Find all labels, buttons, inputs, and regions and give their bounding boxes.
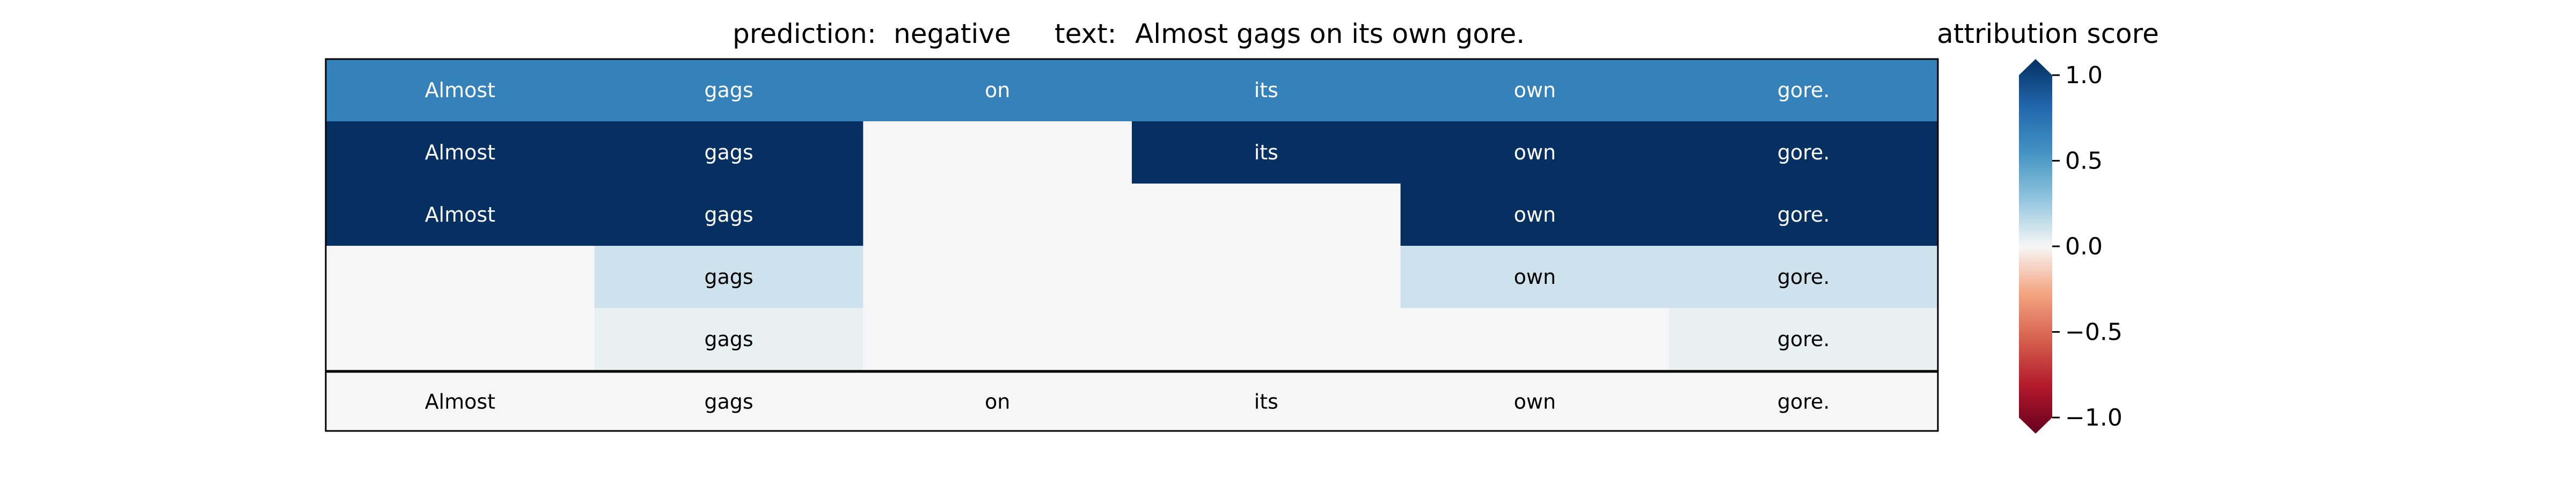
heatmap-cell-r4-c3 xyxy=(1132,308,1401,371)
heatmap-cell-label-r1-c3: its xyxy=(1254,141,1278,164)
heatmap-cell-r3-c5 xyxy=(1669,246,1938,309)
heatmap-cell-r3-c1 xyxy=(594,246,863,309)
heatmap-cell-r0-c2 xyxy=(863,59,1132,122)
colorbar-gradient xyxy=(2019,59,2052,434)
prediction-label: prediction: xyxy=(733,18,876,49)
heatmap-cell-r4-c1 xyxy=(594,308,863,371)
heatmap-cell-label-r0-c5: gore. xyxy=(1777,78,1830,102)
heatmap-cell-label-r3-c1: gags xyxy=(704,265,753,289)
text-label: text: xyxy=(1055,18,1117,49)
heatmap-cell-r3-c2 xyxy=(863,246,1132,309)
heatmap-cell-r2-c5 xyxy=(1669,184,1938,246)
heatmap-cell-r0-c0 xyxy=(326,59,595,122)
text-value: Almost gags on its own gore. xyxy=(1135,18,1525,49)
heatmap-cell-r1-c4 xyxy=(1400,121,1670,184)
heatmap-cell-r4-c4 xyxy=(1400,308,1670,371)
heatmap-cell-r0-c5 xyxy=(1669,59,1938,122)
heatmap-cell-r4-c2 xyxy=(863,308,1132,371)
colorbar-tick-label-3: −0.5 xyxy=(2065,319,2123,346)
heatmap-cell-label-r3-c5: gore. xyxy=(1777,265,1830,289)
heatmap-cell-label-r3-c4: own xyxy=(1514,265,1556,289)
reference-cell-label-c4: own xyxy=(1514,390,1556,414)
heatmap-cell-r1-c1 xyxy=(594,121,863,184)
colorbar-title: attribution score xyxy=(1937,18,2159,49)
reference-cell-c4 xyxy=(1400,371,1670,431)
heatmap-cell-r2-c1 xyxy=(594,184,863,246)
reference-cell-c0 xyxy=(326,371,595,431)
reference-cell-label-c3: its xyxy=(1254,390,1278,414)
reference-cell-c1 xyxy=(594,371,863,431)
heatmap-frame xyxy=(325,58,1939,432)
heatmap-cell-r2-c3 xyxy=(1132,184,1401,246)
colorbar-ticks: 1.0 0.5 0.0 −0.5 −1.0 xyxy=(2052,62,2123,431)
heatmap-cell-r1-c2 xyxy=(863,121,1132,184)
colorbar-tick-label-0: 1.0 xyxy=(2065,62,2103,89)
heatmap-cell-label-r0-c3: its xyxy=(1254,78,1278,102)
reference-cell-label-c0: Almost xyxy=(425,390,496,414)
heatmap-cell-label-r0-c1: gags xyxy=(704,78,753,102)
heatmap-cell-r3-c3 xyxy=(1132,246,1401,309)
heatmap-cell-r2-c2 xyxy=(863,184,1132,246)
heatmap-cell-label-r4-c5: gore. xyxy=(1777,327,1830,351)
reference-cell-label-c1: gags xyxy=(704,390,753,414)
heatmap-cell-label-r1-c0: Almost xyxy=(425,141,496,164)
colorbar-tick-label-4: −1.0 xyxy=(2065,404,2123,431)
heatmap-cells: Almost gags on its own gore. Almost gags its own g… xyxy=(326,59,1938,371)
heatmap-cell-label-r0-c2: on xyxy=(985,78,1010,102)
heatmap-cell-label-r0-c4: own xyxy=(1514,78,1556,102)
heatmap-cell-r4-c0 xyxy=(326,308,595,371)
reference-row: Almost gags on its own gore. xyxy=(326,371,1938,431)
heatmap-cell-r1-c5 xyxy=(1669,121,1938,184)
heatmap-cell-r1-c3 xyxy=(1132,121,1401,184)
heatmap-cell-label-r2-c1: gags xyxy=(704,203,753,226)
reference-cell-label-c2: on xyxy=(985,390,1010,414)
heatmap-cell-r2-c4 xyxy=(1400,184,1670,246)
heatmap-cell-r1-c0 xyxy=(326,121,595,184)
heatmap-cell-label-r2-c0: Almost xyxy=(425,203,496,226)
heatmap-cell-r0-c3 xyxy=(1132,59,1401,122)
heatmap-cell-r3-c0 xyxy=(326,246,595,309)
reference-cell-label-c5: gore. xyxy=(1777,390,1830,414)
reference-cell-c5 xyxy=(1669,371,1938,431)
heatmap-cell-label-r4-c1: gags xyxy=(704,327,753,351)
heatmap-cell-r4-c5 xyxy=(1669,308,1938,371)
heatmap-cell-r2-c0 xyxy=(326,184,595,246)
heatmap-cell-r0-c4 xyxy=(1400,59,1670,122)
colorbar-tick-label-1: 0.5 xyxy=(2065,148,2103,175)
heatmap-cell-label-r2-c4: own xyxy=(1514,203,1556,226)
colorbar-tick-label-2: 0.0 xyxy=(2065,233,2103,260)
reference-cell-c3 xyxy=(1132,371,1401,431)
heatmap-cell-label-r2-c5: gore. xyxy=(1777,203,1830,226)
reference-cell-c2 xyxy=(863,371,1132,431)
heatmap-cell-label-r1-c4: own xyxy=(1514,141,1556,164)
heatmap-cell-label-r0-c0: Almost xyxy=(425,78,496,102)
heatmap-cell-label-r1-c1: gags xyxy=(704,141,753,164)
heatmap-cell-label-r1-c5: gore. xyxy=(1777,141,1830,164)
prediction-value: negative xyxy=(894,18,1011,49)
heatmap-cell-r3-c4 xyxy=(1400,246,1670,309)
heatmap-cell-r0-c1 xyxy=(594,59,863,122)
